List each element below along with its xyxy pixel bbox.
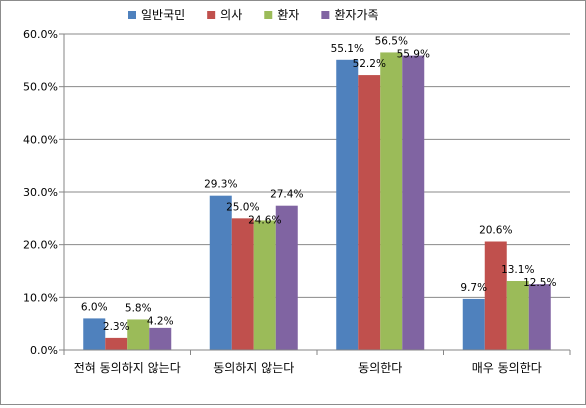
- bar: [506, 281, 529, 350]
- data-label: 9.7%: [460, 282, 487, 294]
- bar: [528, 284, 551, 350]
- data-label: 55.1%: [331, 43, 364, 55]
- data-label: 4.2%: [147, 315, 174, 327]
- bar: [462, 298, 485, 350]
- bar: [402, 55, 425, 351]
- data-label: 24.6%: [248, 214, 281, 226]
- legend-label: 의사: [220, 8, 242, 22]
- data-label: 25.0%: [226, 201, 259, 213]
- legend-swatch: [321, 11, 330, 19]
- bar: [231, 218, 254, 350]
- legend-swatch: [264, 11, 273, 19]
- bar: [253, 220, 276, 350]
- y-tick-label: 60.0%: [23, 28, 58, 41]
- bar: [358, 75, 381, 350]
- y-tick-label: 30.0%: [23, 186, 58, 199]
- data-label: 5.8%: [125, 302, 152, 314]
- bar: [336, 59, 359, 350]
- x-tick-label: 전혀 동의하지 않는다: [74, 361, 181, 375]
- data-label: 55.9%: [397, 48, 430, 60]
- y-tick-label: 0.0%: [30, 344, 58, 357]
- y-tick-label: 10.0%: [23, 291, 58, 304]
- bar: [149, 327, 172, 350]
- data-label: 12.5%: [523, 277, 556, 289]
- legend-label: 환자: [277, 8, 299, 22]
- bar: [105, 337, 128, 350]
- y-tick-label: 40.0%: [23, 133, 58, 146]
- legend-swatch: [128, 11, 136, 19]
- y-tick-label: 20.0%: [23, 239, 58, 252]
- x-tick-label: 동의하지 않는다: [213, 361, 294, 375]
- data-label: 6.0%: [81, 301, 108, 313]
- bar: [83, 318, 106, 350]
- data-label: 56.5%: [375, 35, 408, 47]
- bar: [209, 195, 232, 350]
- bars: [83, 52, 551, 351]
- legend: 일반국민 의사 환자 환자가족: [128, 8, 379, 22]
- x-tick-label: 매우 동의한다: [472, 361, 542, 375]
- bar: [380, 52, 403, 350]
- legend-label: 환자가족: [334, 8, 378, 22]
- x-tick-label: 동의한다: [358, 361, 402, 375]
- bar: [484, 241, 507, 350]
- y-axis: 0.0% 10.0% 20.0% 30.0% 40.0% 50.0% 60.0%: [23, 28, 65, 357]
- value-labels: 6.0% 2.3% 5.8%4.2% 29.3% 25.0%24.6% 27.4% 55.1…: [81, 35, 557, 332]
- x-axis: 전혀 동의하지 않는다 동의하지 않는다 동의한다 매우 동의한다: [63, 349, 571, 375]
- bar: [127, 319, 150, 350]
- data-label: 29.3%: [204, 179, 237, 191]
- data-label: 52.2%: [353, 58, 386, 70]
- legend-swatch: [207, 11, 216, 19]
- y-tick-label: 50.0%: [23, 81, 58, 94]
- bar: [275, 205, 298, 350]
- data-label: 27.4%: [270, 189, 303, 201]
- data-label: 13.1%: [501, 264, 534, 276]
- data-label: 2.3%: [103, 321, 130, 333]
- data-label: 20.6%: [479, 225, 512, 237]
- legend-label: 일반국민: [141, 8, 185, 22]
